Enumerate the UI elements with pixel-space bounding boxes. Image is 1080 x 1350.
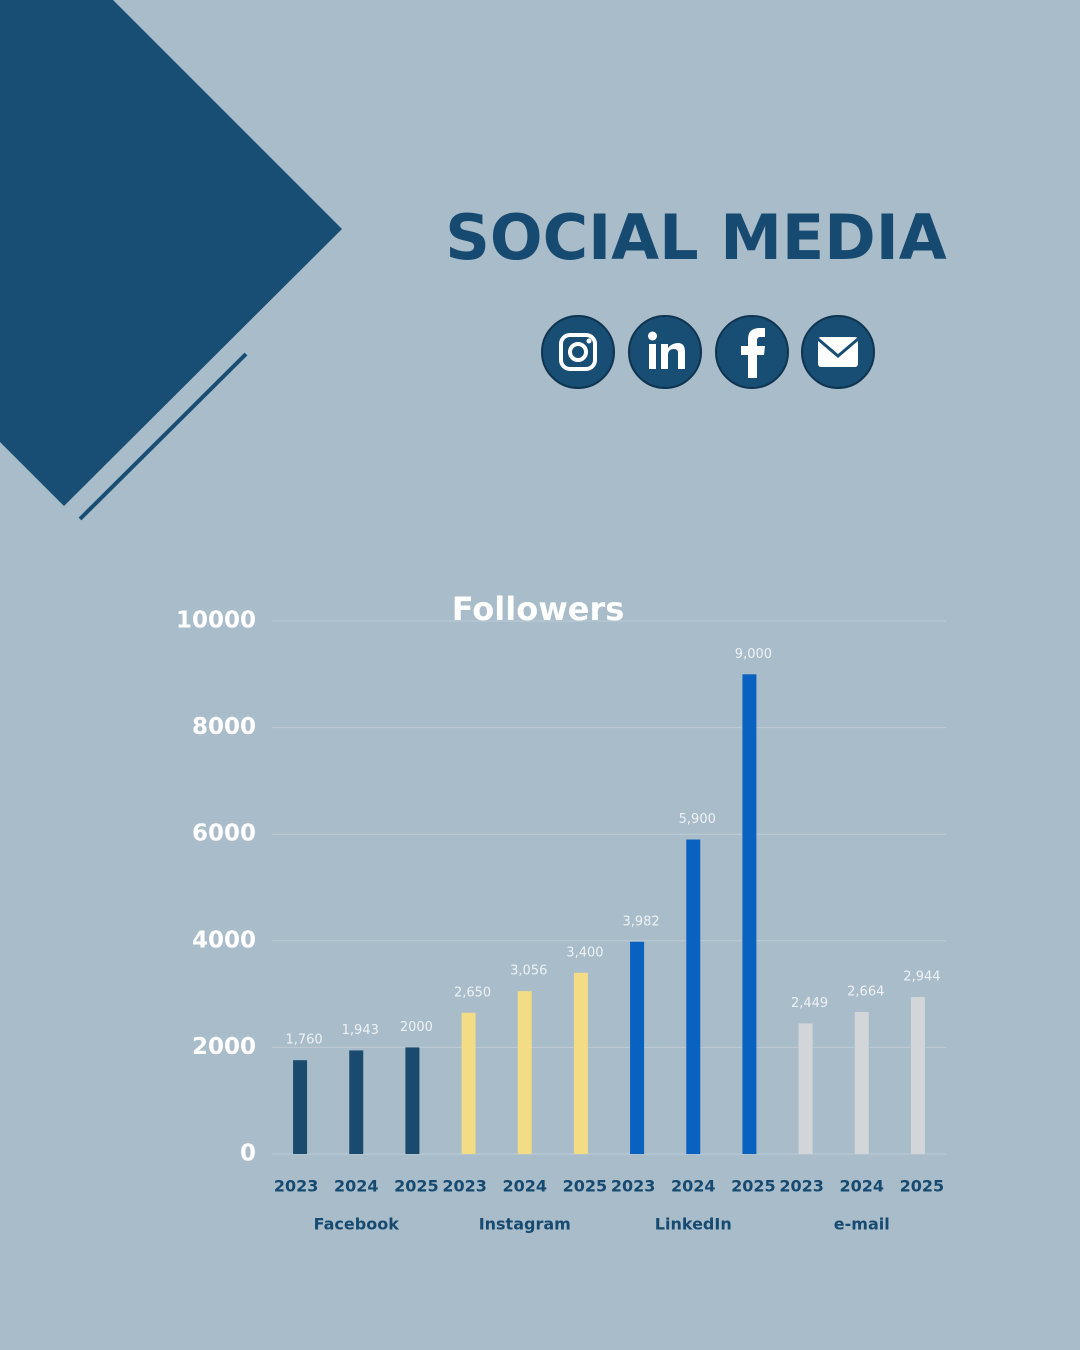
value-label: 2000	[400, 1020, 433, 1035]
x-tick-label: 2025	[394, 1177, 439, 1196]
group-label: e-mail	[834, 1215, 890, 1234]
x-tick-label: 2024	[334, 1177, 379, 1196]
value-label: 2,650	[454, 985, 491, 1000]
value-label: 9,000	[735, 647, 772, 662]
bar	[517, 991, 532, 1154]
x-tick-label: 2025	[563, 1177, 608, 1196]
y-tick-label: 8000	[192, 714, 256, 740]
value-label: 3,400	[566, 945, 603, 960]
x-tick-label: 2024	[839, 1177, 884, 1196]
value-label: 2,944	[903, 970, 940, 985]
value-label: 1,943	[342, 1023, 379, 1038]
bar	[630, 941, 645, 1154]
y-tick-label: 6000	[192, 821, 256, 847]
facebook-icon	[715, 315, 789, 389]
value-label: 3,056	[510, 964, 547, 979]
y-tick-label: 2000	[192, 1034, 256, 1060]
x-tick-label: 2024	[671, 1177, 716, 1196]
linkedin-icon	[628, 315, 702, 389]
email-icon	[801, 315, 875, 389]
x-tick-label: 2025	[900, 1177, 945, 1196]
y-tick-label: 10000	[176, 608, 256, 634]
y-tick-label: 4000	[192, 927, 256, 953]
bar	[854, 1012, 869, 1154]
group-label: Facebook	[314, 1215, 400, 1234]
y-tick-label: 0	[240, 1141, 256, 1167]
value-label: 2,664	[847, 985, 884, 1000]
value-label: 1,760	[285, 1033, 322, 1048]
heading: SOCIAL MEDIA	[445, 201, 947, 274]
bar	[910, 997, 925, 1154]
x-tick-label: 2023	[611, 1177, 656, 1196]
x-tick-label: 2023	[779, 1177, 824, 1196]
instagram-icon	[541, 315, 615, 389]
value-label: 2,449	[791, 996, 828, 1011]
x-tick-label: 2025	[731, 1177, 776, 1196]
chart-title: Followers	[452, 590, 625, 628]
bar	[461, 1012, 476, 1154]
social-icons	[541, 315, 875, 389]
bar	[349, 1050, 364, 1154]
bar	[798, 1023, 813, 1154]
accent-line	[78, 352, 248, 521]
value-label: 3,982	[622, 914, 659, 929]
bar	[405, 1047, 420, 1154]
x-tick-label: 2023	[274, 1177, 319, 1196]
group-label: Instagram	[479, 1215, 571, 1234]
value-label: 5,900	[679, 812, 716, 827]
bar	[686, 839, 701, 1154]
bar	[573, 972, 588, 1154]
x-tick-label: 2023	[442, 1177, 487, 1196]
x-tick-label: 2024	[502, 1177, 547, 1196]
group-label: LinkedIn	[655, 1215, 732, 1234]
bar	[293, 1060, 308, 1154]
bar	[742, 674, 757, 1154]
diamond-shape	[0, 0, 342, 506]
